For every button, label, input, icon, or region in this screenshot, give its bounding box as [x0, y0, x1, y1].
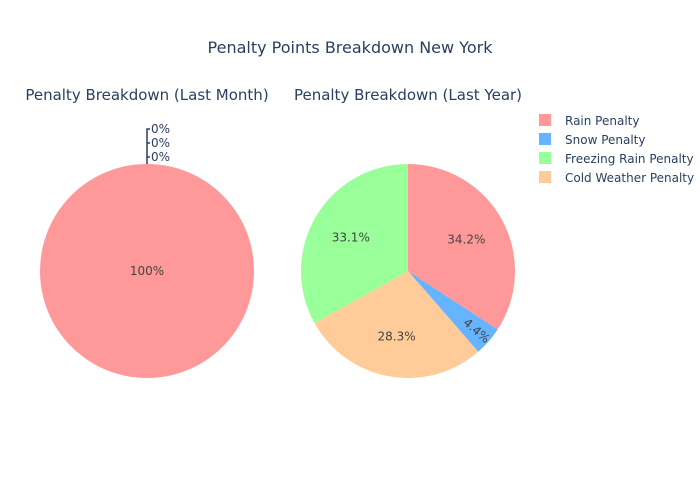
legend-item-rain[interactable]: Rain Penalty	[539, 114, 639, 128]
slice-snow-penalty[interactable]	[408, 271, 498, 352]
legend-swatch-freezing-rain	[539, 152, 551, 164]
legend-label-snow: Snow Penalty	[565, 133, 645, 147]
legend: Rain Penalty Snow Penalty Freezing Rain …	[539, 114, 694, 185]
legend-swatch-snow	[539, 133, 551, 145]
legend-label-rain: Rain Penalty	[565, 114, 639, 128]
slice-rain-penalty[interactable]	[40, 164, 254, 378]
pct-label-cold-weather-penalty: 28.3%	[378, 329, 416, 343]
legend-label-cold-weather: Cold Weather Penalty	[565, 171, 694, 185]
pct-label-rain-penalty: 34.2%	[447, 232, 485, 246]
pie-last-month-title: Penalty Breakdown (Last Month)	[25, 86, 268, 104]
pie-last-year-title: Penalty Breakdown (Last Year)	[294, 86, 522, 104]
slice-cold-weather-penalty[interactable]	[314, 271, 479, 378]
leader-line	[146, 128, 150, 164]
pct-label-rain-penalty: 100%	[130, 264, 164, 278]
legend-item-cold-weather[interactable]: Cold Weather Penalty	[539, 171, 694, 185]
pct-label-snow-penalty: 0%	[151, 122, 170, 136]
pct-label-cold-weather-penalty: 0%	[151, 150, 170, 164]
legend-swatch-cold-weather	[539, 171, 551, 183]
slice-freezing-rain-penalty[interactable]	[301, 164, 408, 324]
slice-rain-penalty[interactable]	[408, 164, 515, 330]
legend-item-snow[interactable]: Snow Penalty	[539, 133, 645, 147]
legend-label-freezing-rain: Freezing Rain Penalty	[565, 152, 694, 166]
pie-last-year: 34.2%4.4%28.3%33.1%	[301, 164, 515, 378]
figure-title: Penalty Points Breakdown New York	[208, 38, 494, 57]
pct-label-freezing-rain-penalty: 33.1%	[332, 230, 370, 244]
legend-item-freezing-rain[interactable]: Freezing Rain Penalty	[539, 152, 694, 166]
pct-label-freezing-rain-penalty: 0%	[151, 136, 170, 150]
legend-swatch-rain	[539, 114, 551, 126]
pie-last-month: 100%0%0%0%	[40, 122, 254, 378]
